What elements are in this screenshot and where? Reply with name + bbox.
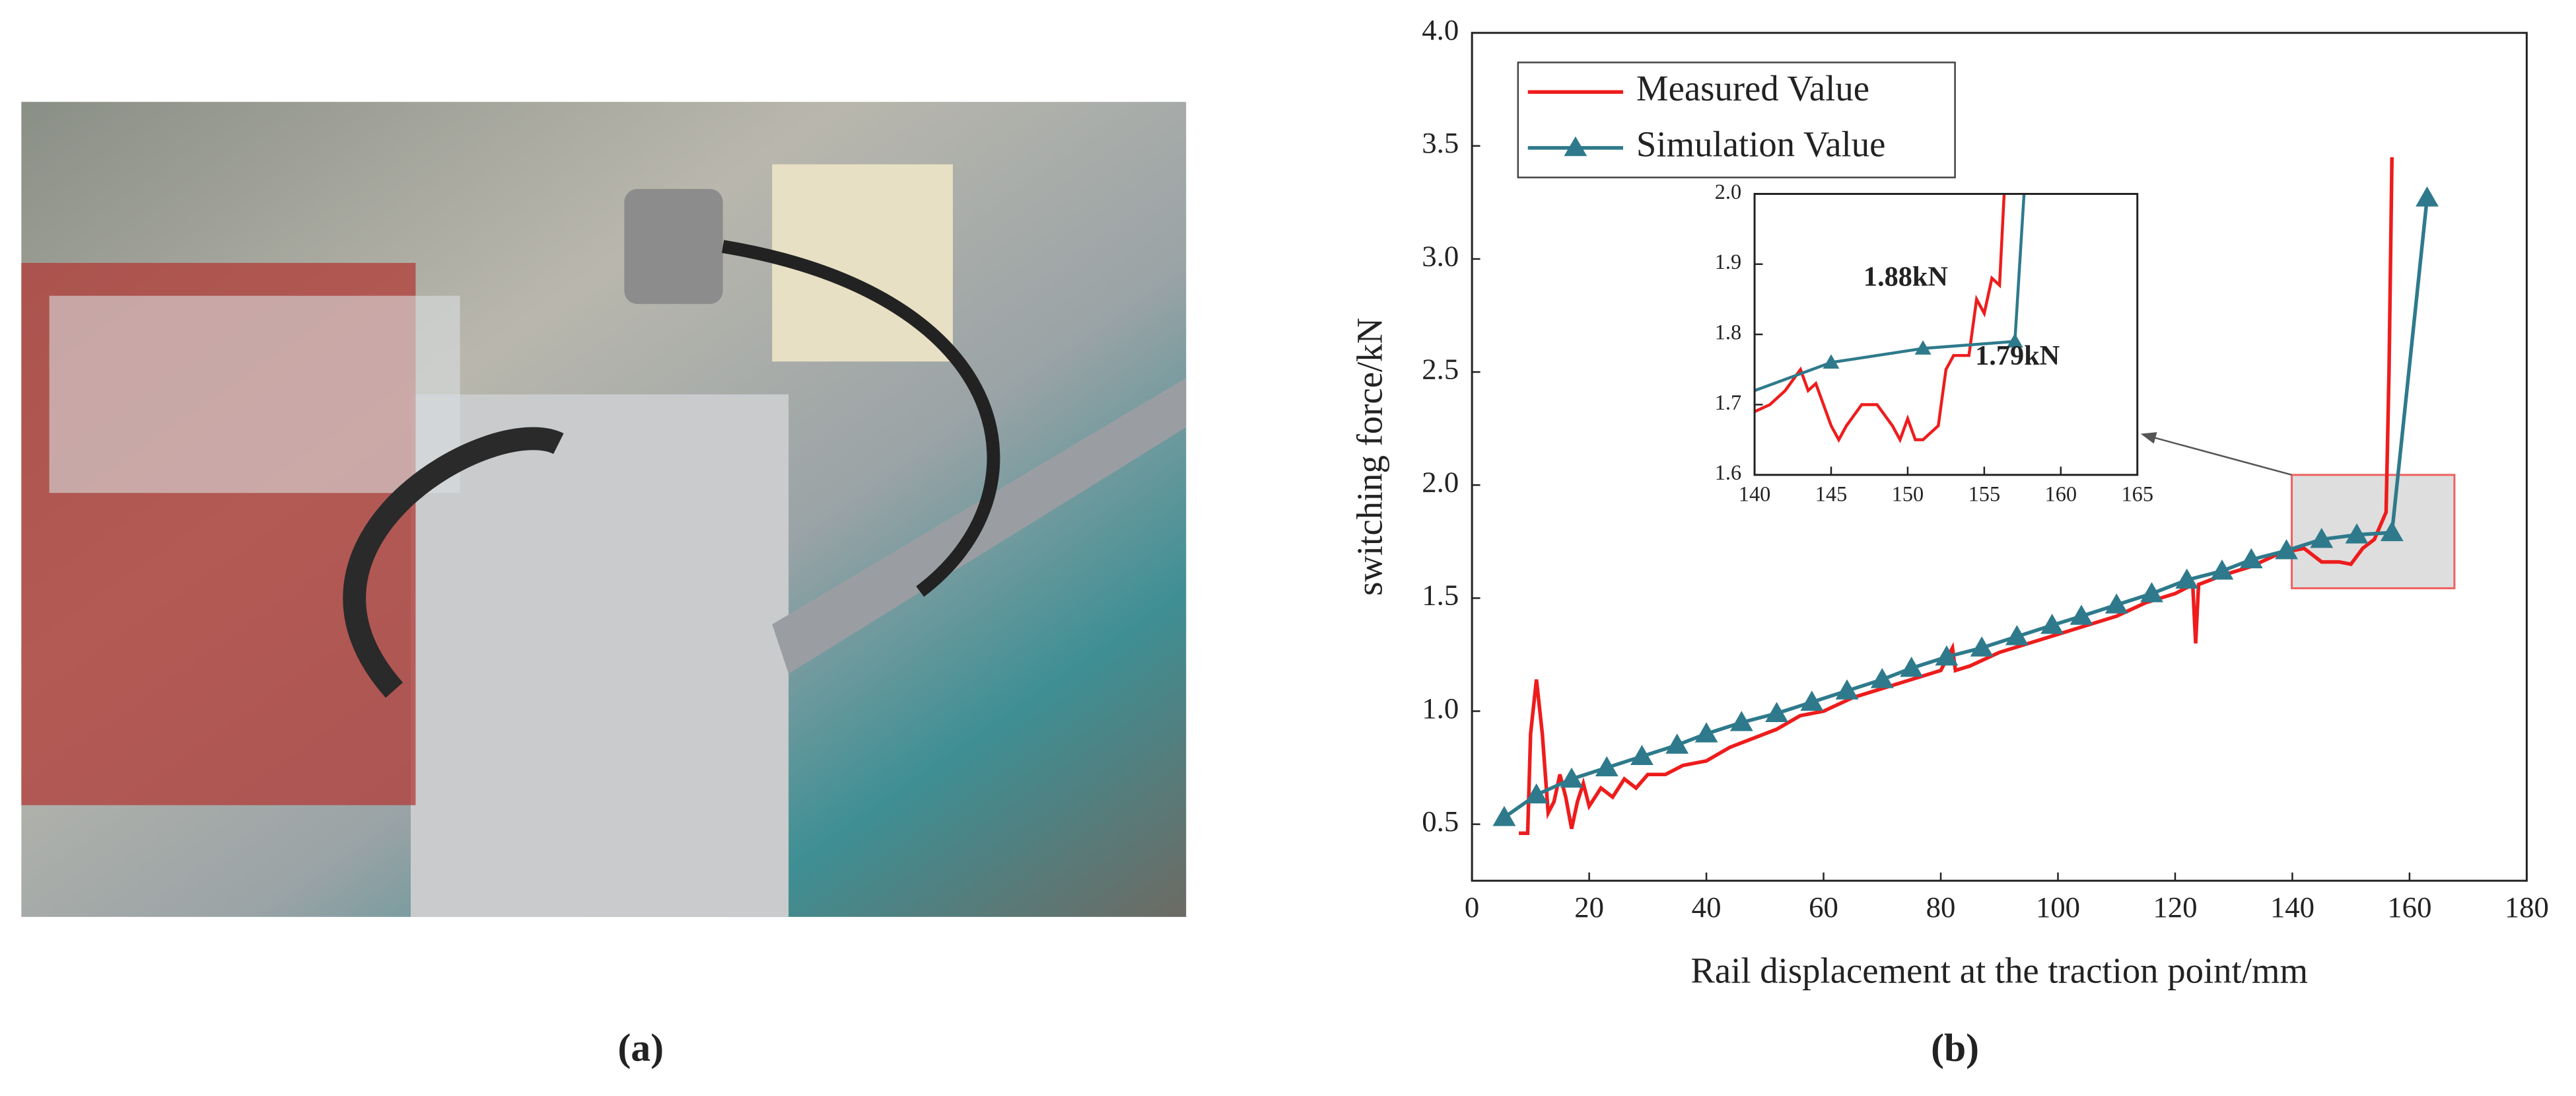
marker xyxy=(2345,523,2369,544)
x-tick-label: 145 xyxy=(1815,482,1848,506)
panel-label: (b) xyxy=(1931,1026,1979,1070)
y-tick-label: 1.9 xyxy=(1715,250,1741,274)
x-tick-label: 150 xyxy=(1892,482,1924,506)
x-tick-label: 120 xyxy=(2153,891,2197,924)
y-tick-label: 2.5 xyxy=(1422,352,1459,385)
marker xyxy=(1870,668,1894,688)
marker xyxy=(1595,756,1619,777)
marker xyxy=(1800,690,1824,711)
x-tick-label: 155 xyxy=(1968,482,2001,506)
inset-background xyxy=(1755,194,2138,475)
y-tick-label: 2.0 xyxy=(1422,466,1459,499)
legend-marker xyxy=(1564,136,1587,157)
x-tick-label: 0 xyxy=(1465,891,1479,924)
marker xyxy=(2275,539,2298,560)
marker xyxy=(2040,614,2064,634)
zoom-arrow xyxy=(2151,436,2292,476)
x-axis-label: Rail displacement at the traction point/… xyxy=(1690,951,2308,991)
x-tick-label: 140 xyxy=(2270,891,2315,924)
x-tick-label: 100 xyxy=(2036,891,2080,924)
marker xyxy=(1630,745,1654,765)
series-line xyxy=(1755,194,2006,444)
y-tick-label: 0.5 xyxy=(1422,805,1459,838)
axes-frame xyxy=(1471,32,2528,882)
plot-area xyxy=(1492,157,2439,836)
y-tick-label: 1.7 xyxy=(1715,390,1741,414)
zoom-region xyxy=(2291,474,2456,589)
marker xyxy=(1729,711,1753,731)
y-tick-label: 1.6 xyxy=(1715,460,1741,484)
marker xyxy=(2380,521,2404,542)
x-tick-label: 160 xyxy=(2045,482,2077,506)
marker xyxy=(1665,733,1689,754)
marker xyxy=(1835,679,1859,700)
marker xyxy=(1492,805,1516,826)
x-tick-label: 40 xyxy=(1692,891,1722,924)
y-axis-label: switching force/kN xyxy=(1349,318,1389,596)
y-tick-label: 3.0 xyxy=(1422,239,1459,272)
photo xyxy=(21,102,1187,917)
marker xyxy=(2416,186,2439,207)
marker xyxy=(1914,340,1932,355)
marker xyxy=(2105,593,2128,614)
marker xyxy=(2140,582,2163,603)
marker xyxy=(1935,645,1959,666)
x-tick-label: 140 xyxy=(1739,482,1771,506)
annotation: 1.79kN xyxy=(1975,340,2060,371)
marker xyxy=(2070,604,2093,625)
y-tick-label: 1.5 xyxy=(1422,579,1459,612)
legend-box xyxy=(1517,61,1956,178)
series-line xyxy=(1519,157,2394,836)
series-line xyxy=(1503,198,2429,819)
marker xyxy=(2239,548,2263,569)
x-tick-label: 80 xyxy=(1926,891,1956,924)
marker xyxy=(1525,783,1549,804)
x-tick-label: 20 xyxy=(1574,891,1604,924)
marker xyxy=(1823,354,1840,369)
x-tick-label: 160 xyxy=(2387,891,2431,924)
x-tick-label: 165 xyxy=(2121,482,2153,506)
y-tick-label: 2.0 xyxy=(1715,180,1741,203)
plot-area xyxy=(1755,194,2026,444)
marker xyxy=(2310,527,2334,548)
y-tick-label: 1.8 xyxy=(1715,320,1741,344)
marker xyxy=(1560,767,1584,788)
marker xyxy=(2175,568,2199,589)
marker xyxy=(2210,559,2234,580)
marker xyxy=(1765,702,1788,722)
marker xyxy=(1694,722,1718,743)
marker xyxy=(2006,333,2023,348)
zoom-arrowhead xyxy=(2140,432,2157,444)
x-tick-label: 180 xyxy=(2505,891,2549,924)
annotation: 1.88kN xyxy=(1863,262,1948,293)
legend-label: Measured Value xyxy=(1636,68,1869,108)
x-tick-label: 60 xyxy=(1809,891,1838,924)
marker xyxy=(2005,625,2029,645)
y-tick-label: 4.0 xyxy=(1422,13,1459,46)
y-tick-label: 3.5 xyxy=(1422,126,1459,159)
marker xyxy=(1900,657,1924,677)
axes-frame xyxy=(1753,193,2139,476)
marker xyxy=(1970,636,1994,657)
y-tick-label: 1.0 xyxy=(1422,692,1459,725)
legend-label: Simulation Value xyxy=(1636,124,1886,164)
panel-label: (a) xyxy=(617,1026,664,1070)
